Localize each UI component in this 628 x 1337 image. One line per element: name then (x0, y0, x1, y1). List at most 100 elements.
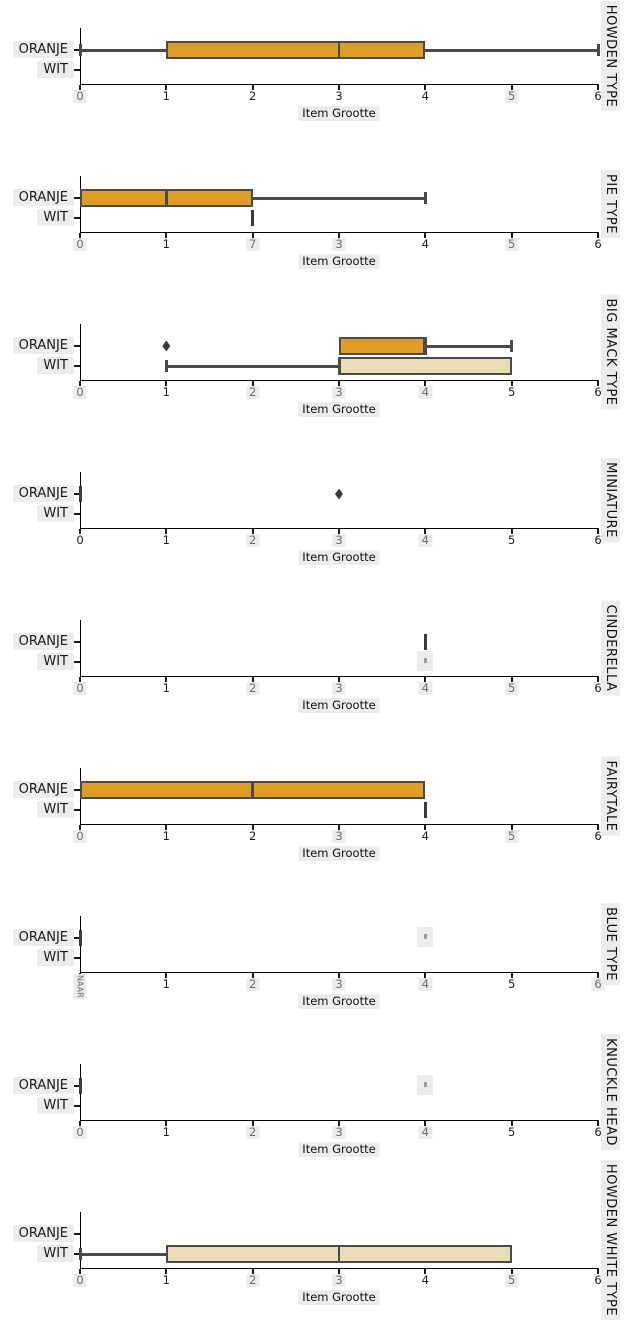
x-axis-tick (510, 85, 513, 90)
x-axis-tick-label: 6 (594, 1125, 602, 1139)
median-line (251, 781, 254, 799)
x-axis-tick (510, 381, 513, 386)
x-axis-tick (251, 85, 254, 90)
x-axis-tick-label: 5 (504, 90, 519, 103)
x-axis-tick (597, 973, 599, 978)
x-axis-tick-label: 5 (504, 1274, 519, 1287)
x-axis-tick-label: 2 (245, 682, 260, 695)
y-axis-tick (74, 641, 80, 643)
whisker-cap-low (78, 44, 82, 56)
x-axis-label: Item Grootte (298, 254, 380, 269)
x-axis-tick-label: 3 (332, 238, 346, 251)
x-axis-tick-label: 4 (418, 386, 432, 399)
x-axis-tick-label: 5 (507, 1125, 516, 1139)
x-axis-tick-label: 4 (418, 534, 432, 547)
x-axis-tick (597, 1121, 599, 1126)
x-axis-tick (79, 529, 81, 534)
x-axis-tick-label: 6 (594, 533, 602, 547)
x-axis-tick (165, 973, 168, 978)
x-axis-tick (79, 381, 81, 386)
y-category-label-oranje: ORANJE (12, 1225, 74, 1242)
x-axis-tick (424, 1121, 427, 1126)
x-axis-tick (424, 233, 427, 238)
outlier-diamond (162, 340, 171, 352)
x-axis-tick-label: 5 (504, 830, 519, 843)
x-axis-tick-label: 6 (594, 89, 602, 103)
x-axis-tick (251, 381, 254, 386)
x-axis-tick (251, 825, 254, 830)
x-axis-tick (165, 677, 168, 682)
x-axis-tick (165, 233, 168, 238)
translate-artifact-ghost (417, 1075, 434, 1095)
x-axis-tick-label: 1 (162, 533, 170, 547)
degenerate-box-line (423, 634, 427, 650)
median-line (337, 1245, 341, 1263)
facet-row-cinderella: ORANJE WIT 0 1 2 3 4 5 6 Item Grootte CINDERELLA (0, 592, 628, 740)
x-axis-tick (251, 233, 254, 238)
facet-title: KNUCKLE HEAD (601, 1034, 620, 1150)
whisker-cap-high (510, 340, 514, 352)
x-axis-tick-label: 1 (162, 1125, 170, 1139)
x-axis-tick-label: 5 (507, 385, 516, 399)
whisker-low (80, 1252, 167, 1256)
facet-title: HOWDEN TYPE (601, 0, 620, 112)
facet-title: PIE TYPE (601, 170, 620, 238)
x-axis-tick (424, 529, 427, 534)
degenerate-box-line (251, 210, 255, 226)
x-axis-tick (597, 529, 599, 534)
x-axis-tick (510, 233, 513, 238)
x-axis-tick (338, 825, 340, 830)
median-line (424, 337, 427, 355)
translate-artifact-ghost (417, 927, 434, 947)
plot-area (80, 28, 599, 85)
x-axis-tick (165, 529, 168, 534)
x-axis-tick (79, 1269, 81, 1274)
x-axis-tick-label: 4 (421, 1273, 429, 1287)
plot-area (80, 916, 599, 973)
x-axis-tick (79, 233, 81, 238)
x-axis-tick-label: 6 (594, 681, 602, 695)
x-axis-label: Item Grootte (298, 846, 380, 861)
box-wit (339, 357, 512, 375)
y-axis-tick (74, 1105, 80, 1107)
x-axis-tick (597, 825, 599, 830)
outlier-diamond (335, 488, 343, 500)
x-axis-tick (251, 677, 254, 682)
whisker-low (80, 48, 167, 52)
y-axis-tick (74, 809, 80, 811)
x-axis-tick (424, 825, 427, 830)
x-axis-tick-label: 4 (418, 682, 432, 695)
y-axis-tick (74, 69, 80, 71)
median-line (165, 189, 168, 207)
x-axis-tick (597, 381, 599, 386)
y-axis-tick (74, 345, 80, 347)
box-oranje (166, 41, 426, 59)
y-category-label-oranje: ORANJE (12, 781, 74, 798)
x-axis-tick-label: 0 (73, 682, 87, 695)
degenerate-box-line (78, 930, 82, 946)
x-axis-tick (338, 381, 340, 386)
x-axis-tick-label: 0 (73, 1274, 87, 1287)
x-axis-tick-label: 3 (332, 978, 346, 991)
x-axis-tick (424, 1269, 427, 1274)
x-axis-tick (165, 85, 168, 90)
y-axis-tick (74, 1233, 80, 1235)
facet-row-big-mack-type: ORANJE WIT 0 1 2 3 4 5 6 Item Grootte BIG MACK TYP… (0, 294, 628, 444)
y-axis-tick (74, 1253, 80, 1255)
x-axis-tick-label: 5 (507, 533, 516, 547)
x-axis-tick-label: 0 (73, 90, 87, 103)
y-axis-tick (74, 513, 80, 515)
y-axis-tick (74, 49, 80, 51)
translate-artifact-dot (424, 658, 428, 663)
x-axis-tick-label: 4 (421, 89, 429, 103)
x-axis-tick-label: 3 (332, 682, 346, 695)
facet-row-knuckle-head: ORANJE WIT 0 1 2 3 4 5 6 Item Grootte KNUCKLE HEAD (0, 1034, 628, 1184)
x-axis-label: Item Grootte (298, 994, 380, 1009)
y-axis-tick (74, 661, 80, 663)
x-axis-tick (597, 677, 599, 682)
facet-title: BLUE TYPE (601, 903, 620, 985)
x-axis-label: Item Grootte (298, 1290, 380, 1305)
x-axis-tick-label: 3 (332, 830, 346, 843)
whisker-cap-high (423, 192, 427, 204)
